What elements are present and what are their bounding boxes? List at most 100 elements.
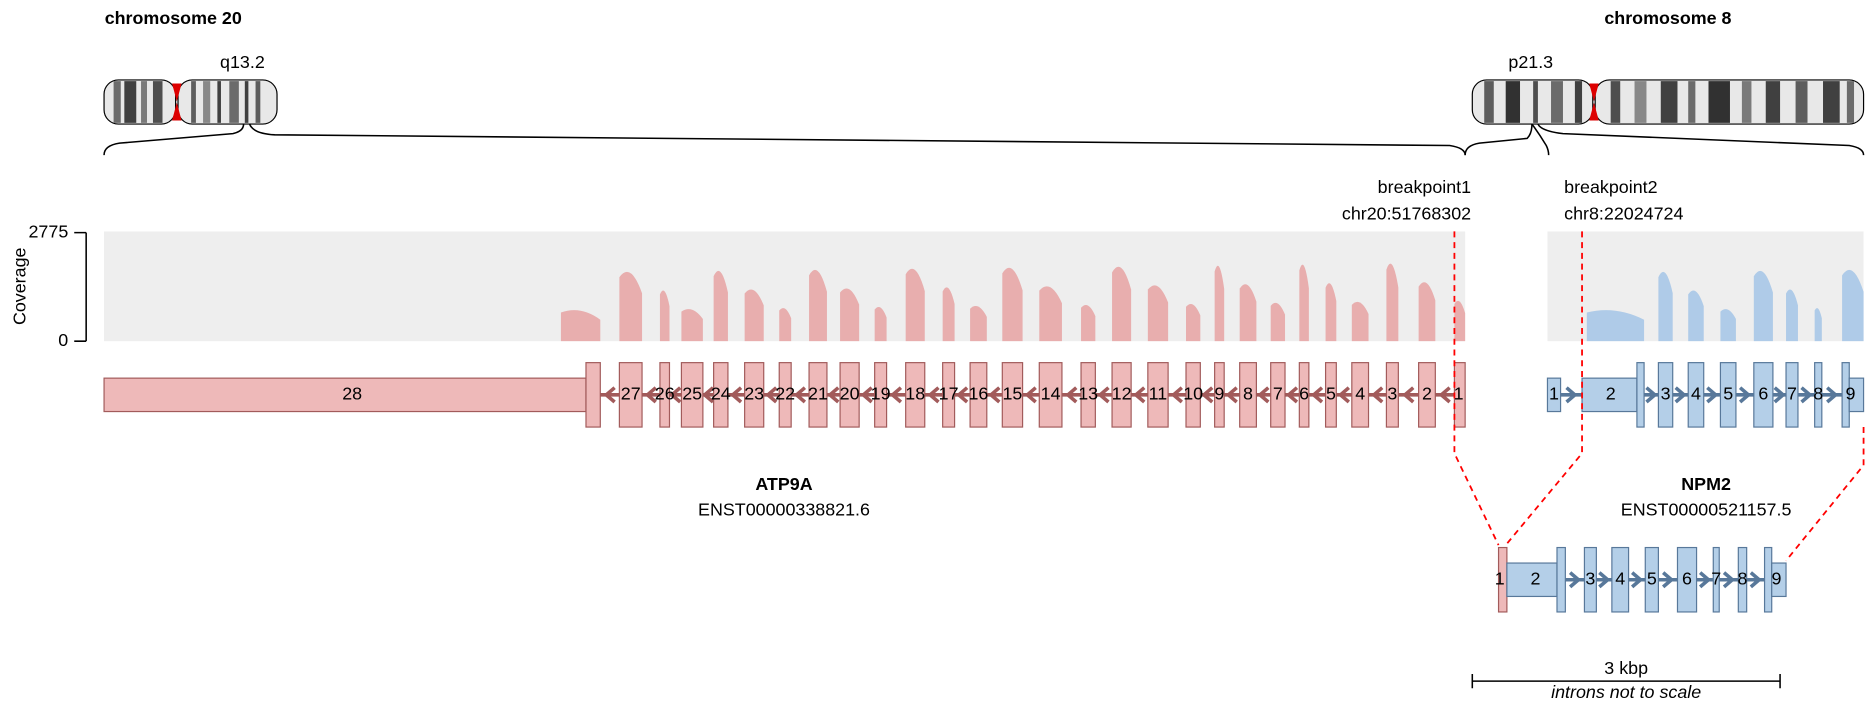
zoom-line bbox=[1538, 124, 1864, 155]
exon-number: 7 bbox=[1787, 384, 1797, 404]
exon-number: 11 bbox=[1149, 384, 1168, 404]
exon-number: 5 bbox=[1723, 384, 1733, 404]
coverage-tick: 2775 bbox=[29, 221, 69, 241]
exon: 9 bbox=[1765, 548, 1786, 612]
exon: 24 bbox=[711, 363, 731, 427]
exon-number: 3 bbox=[1661, 384, 1671, 404]
exon: 8 bbox=[1813, 363, 1823, 427]
chromosome-band bbox=[229, 81, 239, 123]
exon-number: 7 bbox=[1711, 568, 1721, 588]
chromosome-label: chromosome 8 bbox=[1604, 8, 1731, 28]
exon-number: 28 bbox=[342, 384, 362, 404]
exon-number: 9 bbox=[1772, 568, 1782, 588]
exon-number: 15 bbox=[1002, 384, 1022, 404]
exon: 7 bbox=[1711, 548, 1721, 612]
exon-number: 14 bbox=[1041, 384, 1061, 404]
chromosome-band bbox=[1766, 81, 1780, 123]
exon-number: 9 bbox=[1214, 384, 1224, 404]
exon-number: 9 bbox=[1845, 384, 1855, 404]
exon-number: 22 bbox=[775, 384, 795, 404]
exon: 28 bbox=[104, 363, 600, 427]
zoom-line bbox=[250, 124, 1466, 155]
exon-number: 19 bbox=[871, 384, 891, 404]
exon-number: 17 bbox=[939, 384, 959, 404]
breakpoint-line bbox=[1786, 427, 1864, 561]
chromosome-band bbox=[1708, 81, 1729, 123]
scale-note: introns not to scale bbox=[1551, 682, 1701, 702]
exon-number: 4 bbox=[1615, 568, 1625, 588]
exon: 7 bbox=[1786, 363, 1798, 427]
coverage-axis bbox=[74, 233, 86, 342]
chromosome-band bbox=[245, 81, 249, 123]
band-label: p21.3 bbox=[1508, 52, 1553, 72]
exon-number: 18 bbox=[905, 384, 925, 404]
exon-number: 20 bbox=[840, 384, 860, 404]
exon: 22 bbox=[775, 363, 795, 427]
exon: 2 bbox=[1419, 363, 1436, 427]
exon: 3 bbox=[1386, 363, 1398, 427]
exon-block bbox=[586, 363, 600, 427]
exon-number: 3 bbox=[1585, 568, 1595, 588]
exon-number: 2 bbox=[1422, 384, 1432, 404]
exon: 18 bbox=[905, 363, 925, 427]
exon-number: 21 bbox=[808, 384, 828, 404]
exon: 1 bbox=[1454, 363, 1466, 427]
chromosome-band bbox=[1506, 81, 1520, 123]
exon: 16 bbox=[968, 363, 988, 427]
exon-number: 24 bbox=[711, 384, 731, 404]
breakpoint-label: breakpoint2 bbox=[1564, 177, 1657, 197]
exon: 1 bbox=[1495, 548, 1507, 612]
exon-number: 7 bbox=[1273, 384, 1283, 404]
coverage-tick: 0 bbox=[58, 330, 68, 350]
chromosome-band bbox=[217, 81, 221, 123]
exon-block bbox=[1637, 363, 1644, 427]
exon: 4 bbox=[1612, 548, 1629, 612]
chromosome-band bbox=[114, 81, 121, 123]
exon: 5 bbox=[1326, 363, 1337, 427]
exon-number: 5 bbox=[1326, 384, 1336, 404]
exon-number: 13 bbox=[1078, 384, 1098, 404]
exon: 7 bbox=[1271, 363, 1285, 427]
exon: 10 bbox=[1183, 363, 1203, 427]
exon: 26 bbox=[655, 363, 675, 427]
exon: 6 bbox=[1677, 548, 1696, 612]
exon-number: 10 bbox=[1183, 384, 1203, 404]
exon: 23 bbox=[744, 363, 764, 427]
exon-block bbox=[1557, 548, 1565, 612]
exon: 13 bbox=[1078, 363, 1098, 427]
zoom-line bbox=[1532, 124, 1549, 155]
chromosome-band bbox=[1661, 81, 1678, 123]
chromosome-band bbox=[256, 81, 261, 123]
exon-number: 8 bbox=[1738, 568, 1748, 588]
chromosome-band bbox=[1742, 81, 1752, 123]
exon: 2 bbox=[1582, 363, 1644, 427]
chromosome-band bbox=[153, 81, 163, 123]
exon-number: 23 bbox=[744, 384, 764, 404]
exon: 8 bbox=[1240, 363, 1257, 427]
gene-name: ATP9A bbox=[755, 474, 812, 494]
chromosome-band bbox=[1484, 81, 1494, 123]
fusion-diagram: chromosome 20 q13.2 chromosome 8 p21.3 2… bbox=[0, 0, 1871, 705]
exon-number: 5 bbox=[1647, 568, 1657, 588]
exon-number: 25 bbox=[682, 384, 702, 404]
chromosome-band bbox=[1611, 81, 1621, 123]
exon: 21 bbox=[808, 363, 828, 427]
exon: 9 bbox=[1214, 363, 1224, 427]
exon: 12 bbox=[1112, 363, 1132, 427]
chromosome-band bbox=[124, 81, 136, 123]
exon: 11 bbox=[1148, 363, 1168, 427]
exon: 5 bbox=[1645, 548, 1658, 612]
exon: 15 bbox=[1002, 363, 1022, 427]
chromosome-band bbox=[1688, 81, 1695, 123]
exon: 27 bbox=[619, 363, 642, 427]
exon-number: 8 bbox=[1243, 384, 1253, 404]
exon-number: 8 bbox=[1813, 384, 1823, 404]
chromosome-band bbox=[1551, 81, 1563, 123]
zoom-line bbox=[1465, 124, 1532, 155]
zoom-line bbox=[104, 124, 244, 155]
exon: 6 bbox=[1299, 363, 1309, 427]
exon: 4 bbox=[1352, 363, 1369, 427]
exon: 14 bbox=[1039, 363, 1062, 427]
exon: 2 bbox=[1507, 548, 1565, 612]
exon-number: 2 bbox=[1531, 568, 1541, 588]
